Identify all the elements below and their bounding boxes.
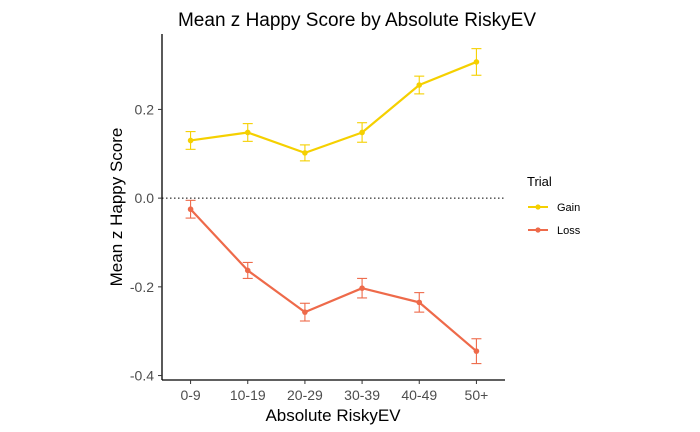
- y-tick-label: -0.2: [130, 279, 154, 295]
- x-tick-label: 0-9: [180, 387, 200, 403]
- y-tick-label: -0.4: [130, 368, 154, 384]
- chart-title: Mean z Happy Score by Absolute RiskyEV: [178, 10, 536, 31]
- series-loss: [185, 199, 482, 365]
- x-axis-label: Absolute RiskyEV: [265, 406, 401, 425]
- legend-marker-gain: [535, 204, 541, 210]
- series-gain: [185, 48, 482, 162]
- plot-area: [162, 48, 505, 365]
- x-tick-label: 10-19: [230, 387, 266, 403]
- y-ticks: -0.4 -0.2 0.0 0.2: [130, 101, 162, 384]
- data-point-gain: [416, 82, 423, 88]
- data-point-gain: [187, 137, 194, 144]
- x-tick-label: 50+: [465, 387, 489, 403]
- data-point-loss: [359, 285, 365, 291]
- data-point-gain: [473, 59, 480, 65]
- x-tick-label: 30-39: [344, 387, 380, 403]
- data-point-loss: [416, 299, 423, 306]
- series-line-gain: [190, 60, 477, 154]
- data-point-loss: [244, 267, 251, 274]
- data-point-loss: [473, 348, 480, 354]
- y-tick-label: 0.0: [135, 190, 155, 206]
- data-point-gain: [302, 150, 308, 156]
- legend-label-loss: Loss: [557, 225, 581, 237]
- legend-marker-loss: [535, 227, 541, 233]
- legend: Trial Gain Loss: [527, 174, 581, 237]
- y-axis-label: Mean z Happy Score: [107, 128, 126, 287]
- data-point-loss: [187, 206, 194, 213]
- y-tick-label: 0.2: [135, 101, 155, 117]
- x-tick-label: 20-29: [287, 387, 323, 403]
- x-tick-label: 40-49: [401, 387, 437, 403]
- data-point-gain: [359, 129, 365, 136]
- x-ticks: 0-9 10-19 20-29 30-39 40-49 50+: [180, 380, 488, 403]
- legend-label-gain: Gain: [557, 202, 580, 214]
- legend-title: Trial: [527, 174, 552, 189]
- data-point-gain: [244, 129, 251, 136]
- series-line-loss: [189, 208, 478, 353]
- data-point-loss: [302, 309, 308, 315]
